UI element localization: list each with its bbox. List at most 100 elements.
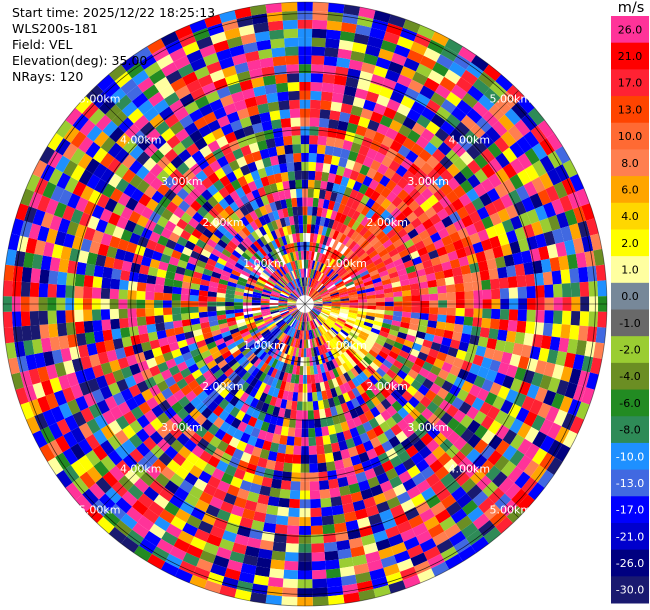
velocity-gate (389, 140, 403, 153)
velocity-gate (235, 287, 245, 293)
range-ring-label: 3.00km (161, 421, 203, 434)
velocity-gate (340, 574, 357, 586)
velocity-gate (357, 292, 367, 298)
velocity-gate (217, 318, 228, 325)
colorbar-tick-label: -21.0 (616, 530, 644, 543)
velocity-gate (294, 320, 300, 330)
velocity-gate (316, 444, 325, 455)
velocity-gate (344, 131, 356, 143)
velocity-gate (164, 278, 174, 287)
velocity-gate (136, 290, 146, 300)
velocity-gate (107, 434, 122, 450)
velocity-gate (367, 559, 384, 572)
velocity-gate (308, 311, 314, 321)
velocity-gate (30, 268, 41, 284)
velocity-gate (468, 384, 482, 398)
velocity-gate (145, 307, 155, 317)
velocity-gate (252, 474, 264, 486)
velocity-gate (453, 323, 464, 334)
velocity-gate (310, 525, 324, 535)
velocity-gate (464, 290, 474, 300)
velocity-gate (424, 389, 437, 402)
velocity-gate (216, 546, 232, 560)
velocity-gate (445, 372, 458, 385)
velocity-gate (195, 425, 208, 438)
velocity-gate (458, 545, 477, 562)
velocity-gate (109, 308, 120, 320)
colorbar-tick-label: 4.0 (621, 210, 639, 223)
velocity-gate (337, 267, 346, 276)
velocity-gate (388, 160, 401, 173)
velocity-gate (39, 269, 50, 284)
velocity-gate (328, 228, 336, 239)
velocity-gate (224, 261, 235, 270)
velocity-gate (295, 311, 301, 320)
velocity-gate (273, 316, 283, 323)
velocity-gate (350, 491, 364, 503)
velocity-gate (140, 341, 152, 352)
velocity-gate (481, 163, 496, 179)
velocity-gate (299, 312, 303, 322)
velocity-gate (546, 168, 562, 186)
velocity-gate (120, 327, 131, 338)
velocity-gate (75, 196, 89, 213)
velocity-gate (459, 442, 474, 457)
velocity-gate (175, 508, 191, 523)
velocity-gate (350, 271, 360, 279)
velocity-gate (311, 279, 317, 288)
velocity-gate (358, 333, 368, 342)
velocity-gate (258, 325, 268, 332)
velocity-gate (397, 331, 408, 340)
velocity-gate (83, 275, 94, 288)
velocity-gate (223, 367, 235, 378)
velocity-gate (375, 309, 385, 315)
velocity-gate (411, 234, 423, 245)
velocity-gate (348, 294, 358, 299)
velocity-gate (343, 372, 352, 383)
velocity-gate (348, 482, 361, 495)
velocity-gate (472, 513, 490, 530)
velocity-field (2, 1, 608, 607)
velocity-gate (478, 459, 495, 476)
velocity-gate (521, 113, 538, 131)
velocity-gate (269, 297, 279, 301)
velocity-gate (291, 328, 297, 338)
velocity-gate (246, 321, 256, 328)
velocity-gate (347, 288, 357, 294)
velocity-gate (184, 493, 200, 507)
velocity-gate (391, 320, 402, 327)
velocity-gate (579, 281, 590, 297)
velocity-gate (264, 332, 273, 341)
velocity-gate (152, 458, 167, 473)
velocity-gate (383, 563, 400, 577)
velocity-gate (531, 176, 546, 194)
velocity-gate (505, 204, 519, 220)
velocity-gate (402, 457, 416, 471)
velocity-gate (472, 78, 490, 95)
velocity-gate (331, 297, 341, 301)
velocity-gate (400, 499, 416, 513)
velocity-gate (440, 472, 455, 488)
velocity-gate (452, 239, 465, 251)
velocity-gate (369, 190, 381, 202)
velocity-gate (529, 193, 543, 209)
velocity-gate (369, 236, 380, 247)
velocity-gate (432, 263, 444, 273)
velocity-gate (427, 181, 441, 195)
velocity-gate (375, 402, 387, 414)
velocity-gate (362, 421, 373, 433)
velocity-gate (373, 530, 389, 543)
velocity-gate (310, 82, 323, 92)
velocity-gate (42, 181, 57, 199)
velocity-gate (65, 285, 75, 298)
velocity-gate (91, 287, 102, 299)
velocity-gate (277, 443, 287, 454)
velocity-gate (236, 488, 250, 500)
velocity-gate (538, 245, 550, 261)
velocity-gate (436, 246, 448, 257)
velocity-gate (271, 377, 279, 388)
velocity-gate (342, 235, 351, 246)
velocity-gate (314, 224, 320, 235)
velocity-gate (356, 236, 367, 247)
velocity-gate (359, 330, 370, 338)
